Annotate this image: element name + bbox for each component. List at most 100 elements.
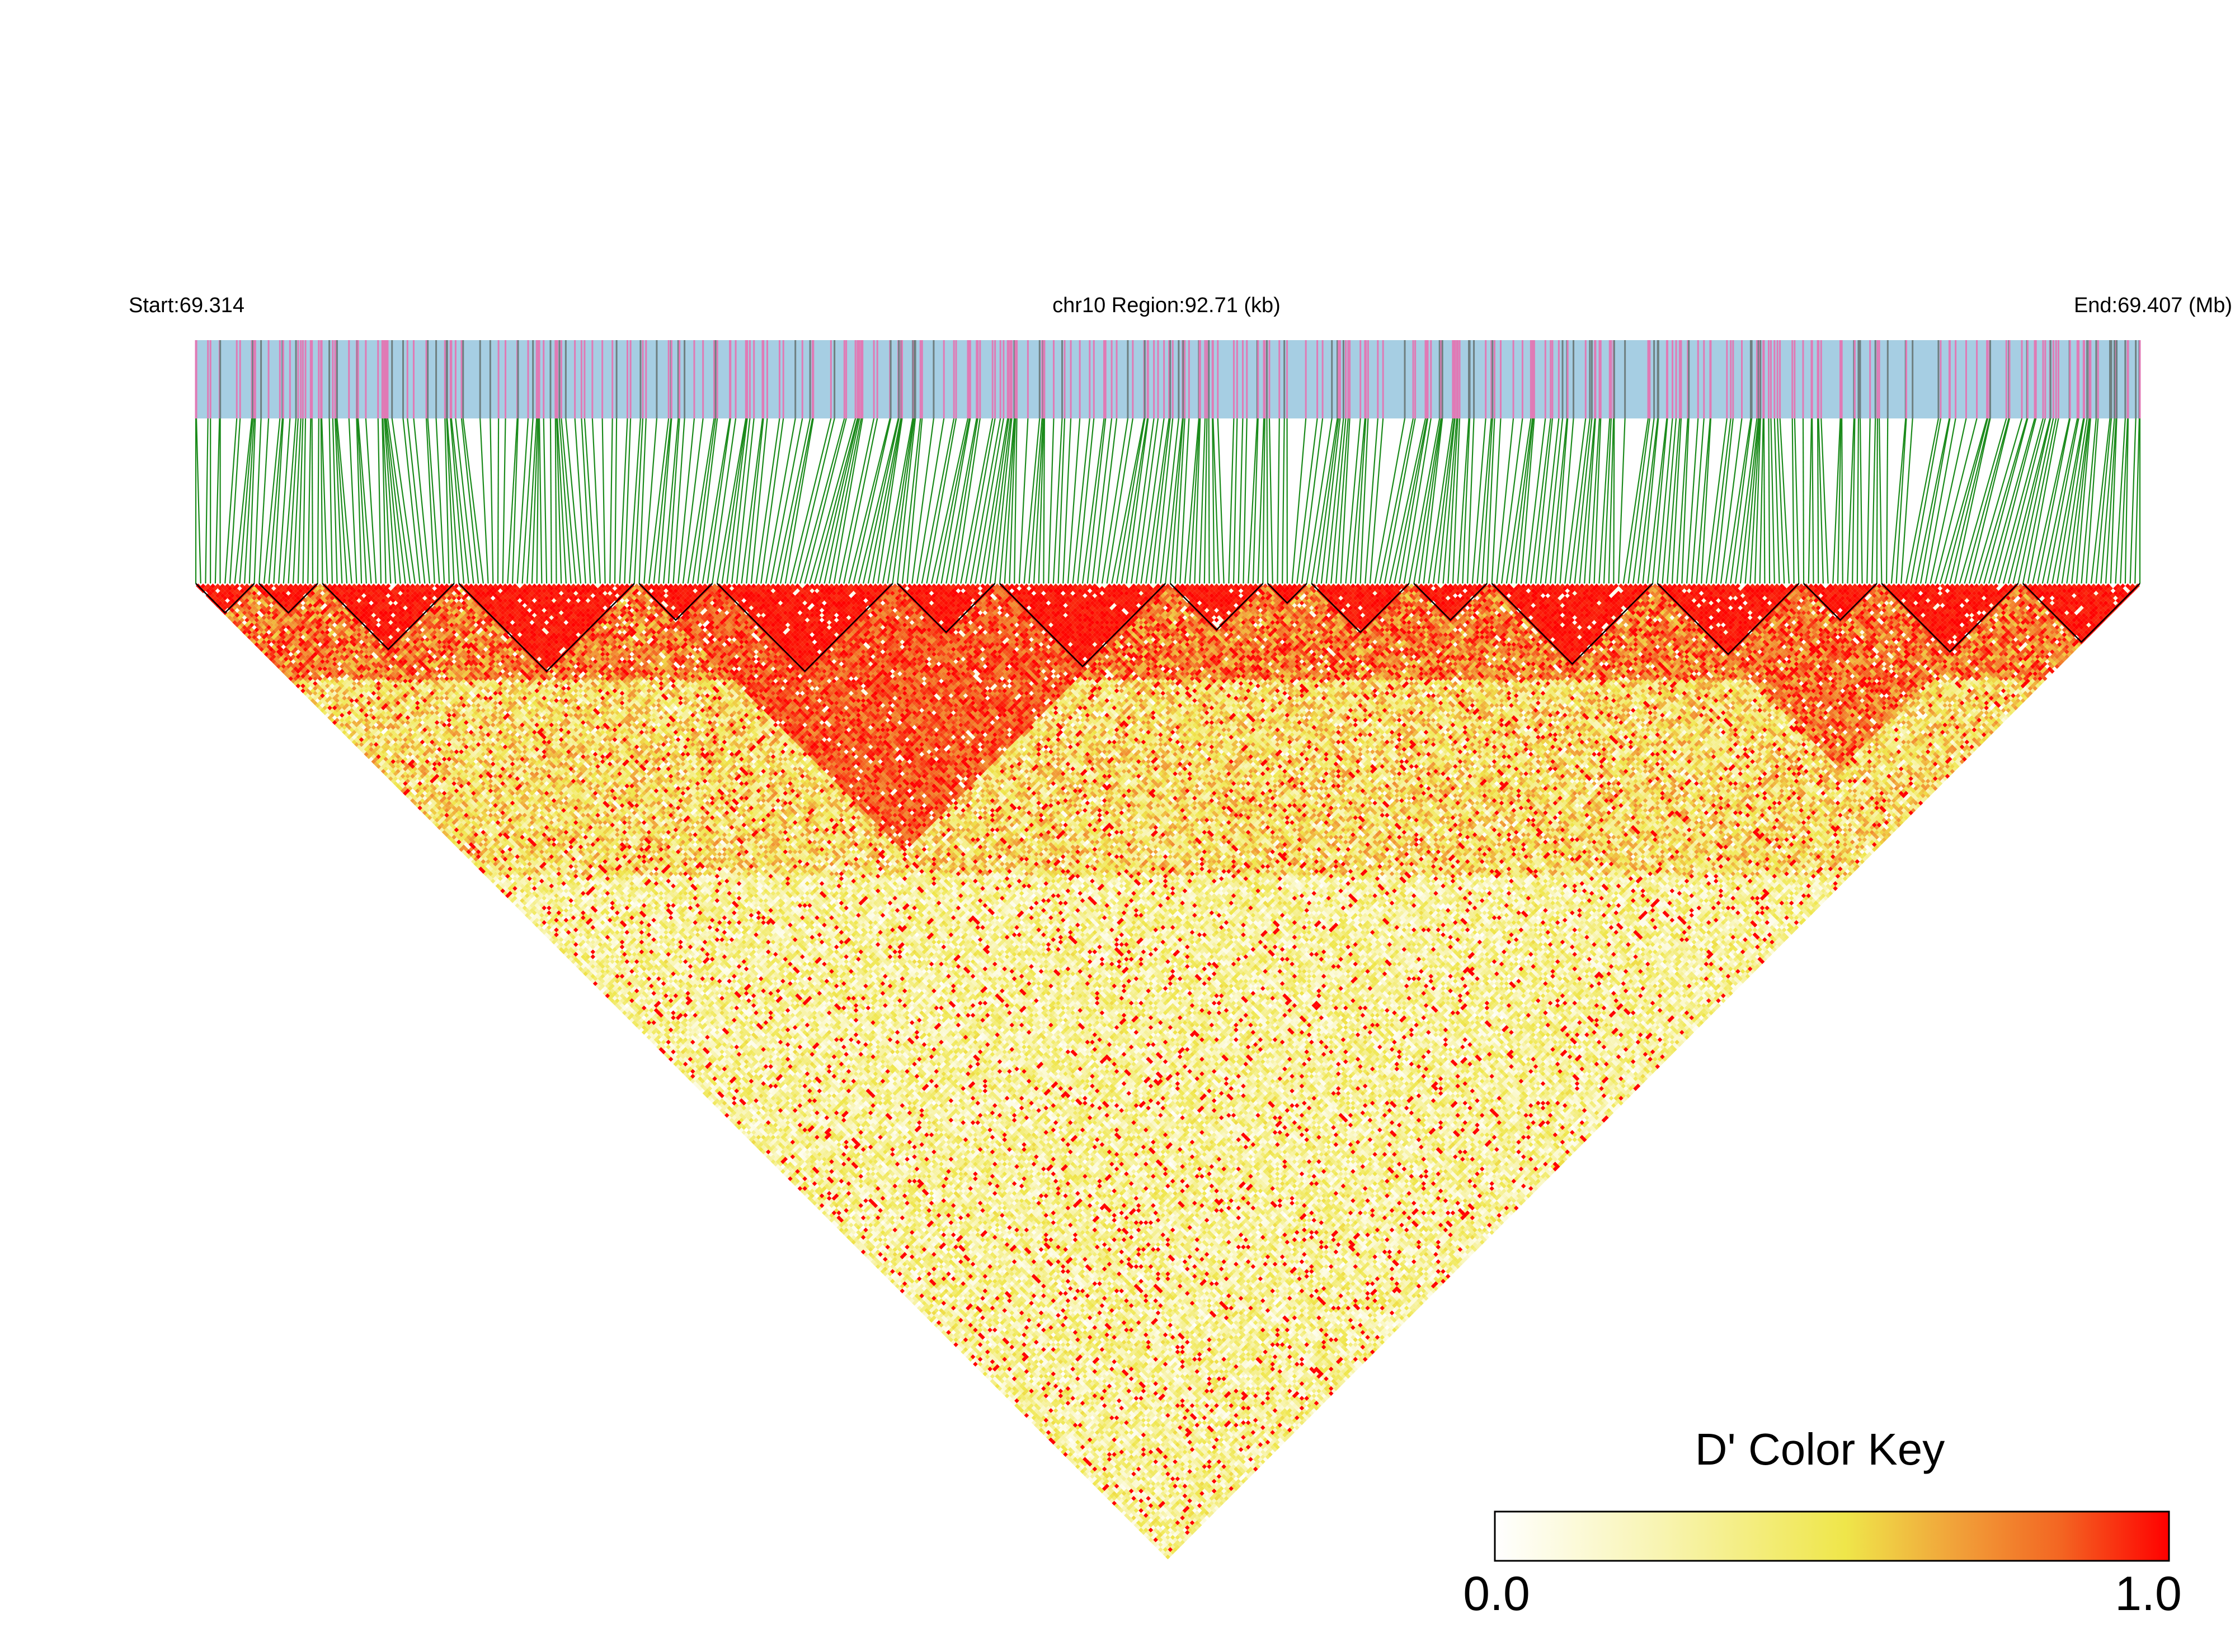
snp-connector (707, 418, 730, 583)
snp-connector (388, 418, 410, 583)
snp-connector (824, 418, 859, 583)
snp-connector (1768, 418, 1770, 583)
snp-connector (693, 418, 716, 583)
snp-connector (318, 418, 319, 583)
snp-connector (966, 418, 995, 583)
snp-connector (1550, 418, 1567, 583)
snp-connector (1146, 418, 1169, 583)
snp-connector (1879, 418, 1881, 583)
snp-connector (1390, 418, 1425, 583)
snp-connector (639, 418, 646, 583)
snp-connector (785, 418, 813, 583)
snp-connector (1730, 418, 1752, 583)
snp-connector (550, 418, 552, 583)
snp-connector (1088, 418, 1105, 583)
snp-connector (312, 418, 313, 583)
snp-connector (1107, 418, 1133, 583)
snp-connector (205, 418, 208, 583)
snp-connector (1277, 418, 1279, 583)
snp-connector (544, 418, 547, 583)
snp-connector (539, 418, 542, 583)
snp-connector (1613, 418, 1614, 583)
snp-connector (1043, 418, 1044, 583)
snp-connector (1190, 418, 1199, 583)
snp-connector (1886, 418, 1888, 583)
snp-connector (1073, 418, 1090, 583)
snp-connector (556, 418, 557, 583)
snp-connector (2096, 418, 2111, 583)
snp-connector (858, 418, 898, 583)
snp-connector (1117, 418, 1145, 583)
snp-connector (1282, 418, 1284, 583)
snp-connector (1560, 418, 1574, 583)
snp-connector (1771, 418, 1774, 583)
snp-connector (1792, 418, 1794, 583)
snp-connector (849, 418, 890, 583)
snp-connector-lines (196, 418, 2140, 583)
snp-connector (971, 418, 1000, 583)
snp-connector (1194, 418, 1200, 583)
snp-position-track (196, 340, 2140, 418)
snp-connector (1760, 418, 1763, 583)
snp-connector (1860, 418, 1862, 583)
snp-connector (603, 418, 605, 583)
snp-connector (1877, 418, 1878, 583)
snp-connector (1711, 418, 1731, 583)
snp-connector (610, 418, 612, 583)
snp-connector (298, 418, 303, 583)
snp-connector (1891, 418, 1905, 583)
snp-connector (1629, 418, 1650, 583)
snp-connector (1292, 418, 1306, 583)
region-end-label: End:69.407 (Mb) (2074, 294, 2232, 317)
snp-connector (737, 418, 754, 583)
snp-connector (1795, 418, 1799, 583)
snp-connector (620, 418, 628, 583)
snp-connector (615, 418, 617, 583)
snp-connector (1555, 418, 1568, 583)
snp-connector (1618, 418, 1625, 583)
snp-connector (1229, 418, 1234, 583)
snp-connector (624, 418, 630, 583)
snp-connector (946, 418, 977, 583)
snp-connector (215, 418, 220, 583)
snp-connector (1687, 418, 1698, 583)
snp-connector (366, 418, 376, 583)
snp-connector (674, 418, 685, 583)
snp-connector (1812, 418, 1813, 583)
snp-connector (330, 418, 332, 583)
snp-connector (378, 418, 381, 583)
snp-connector (1269, 418, 1273, 583)
snp-connector (1297, 418, 1317, 583)
snp-connector (1803, 418, 1804, 583)
snp-connector (308, 418, 310, 583)
snp-connector (2130, 418, 2136, 583)
snp-connector (517, 418, 528, 583)
snp-connector (1243, 418, 1246, 583)
snp-connector (1764, 418, 1765, 583)
snp-connector (1093, 418, 1112, 583)
snp-connector (1842, 418, 1843, 583)
snp-connector (1897, 418, 1907, 583)
snp-connector (1692, 418, 1704, 583)
snp-connector (1097, 418, 1117, 583)
snp-connector (303, 418, 305, 583)
snp-connector (746, 418, 763, 583)
region-title: chr10 Region:92.71 (kb) (1052, 294, 1281, 317)
ld-heatmap-cells (196, 583, 2140, 1559)
snp-connector (1940, 418, 1987, 583)
snp-connector (575, 418, 586, 583)
snp-connector (717, 418, 746, 583)
snp-connector (2135, 418, 2139, 583)
snp-connector (1234, 418, 1237, 583)
snp-connector (196, 418, 201, 583)
snp-connector (480, 418, 488, 583)
snp-connector (795, 418, 834, 583)
snp-connector (1916, 418, 1949, 583)
snp-connector (975, 418, 1003, 583)
snp-connector (503, 418, 506, 583)
snp-connector (1575, 418, 1592, 583)
region-start-label: Start:69.314 (129, 294, 244, 317)
snp-connector (490, 418, 493, 583)
